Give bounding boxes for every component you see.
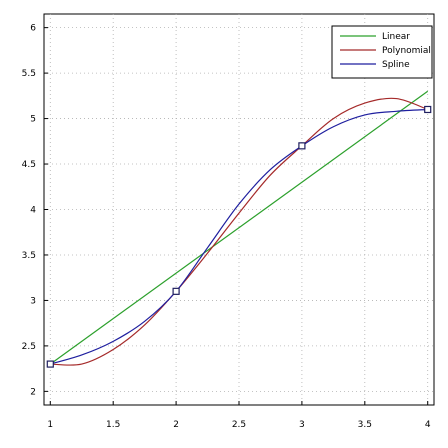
legend-label-linear: Linear	[382, 32, 410, 42]
y-tick-label: 4.5	[22, 160, 36, 170]
series-line-linear	[49, 90, 429, 365]
series-line-spline	[50, 108, 428, 365]
y-tick-label: 6	[30, 24, 36, 34]
x-tick-label: 2	[173, 420, 179, 430]
series-line-polynomial	[50, 97, 428, 366]
tick-marks	[44, 27, 429, 405]
y-tick-label: 5	[30, 115, 36, 125]
legend-box	[331, 25, 433, 79]
data-points	[46, 105, 432, 368]
x-tick-label: 4	[425, 420, 431, 430]
y-tick-label: 4	[30, 206, 36, 216]
y-tick-label: 5.5	[22, 69, 36, 79]
data-point-marker	[424, 105, 432, 114]
x-tick-label: 1.5	[106, 420, 120, 430]
y-tick-label: 3	[30, 296, 36, 306]
x-tick-label: 3.5	[358, 420, 372, 430]
y-tick-label: 3.5	[22, 251, 36, 261]
y-tick-label: 2.5	[22, 342, 36, 352]
x-tick-label: 2.5	[232, 420, 246, 430]
x-tick-label: 1	[47, 420, 53, 430]
legend-label-spline: Spline	[382, 60, 410, 70]
series-group	[49, 90, 429, 366]
data-point-marker	[298, 142, 306, 150]
legend-label-polynomial: Polynomial	[382, 46, 431, 56]
legend: Linear Polynomial Spline	[331, 25, 433, 79]
data-point-marker	[172, 287, 180, 295]
data-point-marker	[46, 360, 54, 368]
y-tick-label: 2	[30, 387, 36, 397]
x-tick-label: 3	[299, 420, 305, 430]
